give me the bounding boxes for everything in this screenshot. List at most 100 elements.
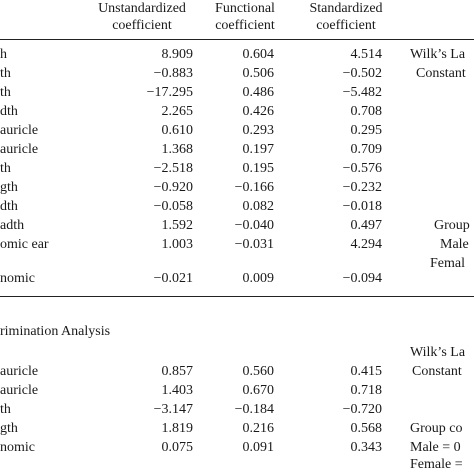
- side-female: Female =: [410, 457, 463, 472]
- unstandardized-value: −0.058: [153, 199, 193, 214]
- standardized-value: 0.343: [350, 440, 383, 455]
- standardized-value: 4.514: [350, 47, 383, 62]
- unstandardized-value: −2.518: [153, 161, 193, 176]
- table2-row: auricle 0.857 0.560 0.415: [0, 362, 474, 381]
- standardized-value: 0.568: [350, 421, 383, 436]
- functional-value: −0.184: [234, 402, 274, 417]
- unstandardized-value: 0.610: [161, 123, 194, 138]
- standardized-value: −0.720: [342, 402, 382, 417]
- functional-value: −0.040: [234, 218, 274, 233]
- unstandardized-value: 0.857: [161, 364, 194, 379]
- standardized-value: 0.497: [350, 218, 383, 233]
- functional-value: 0.426: [242, 104, 275, 119]
- table2-row: nomic 0.075 0.091 0.343: [0, 438, 474, 457]
- unstandardized-value: −0.920: [153, 180, 193, 195]
- standardized-value: 0.415: [350, 364, 383, 379]
- unstandardized-value: −17.295: [146, 85, 193, 100]
- table1-row: th −2.518 0.195 −0.576: [0, 159, 474, 178]
- standardized-value: 0.708: [350, 104, 383, 119]
- row-label: gth: [0, 180, 18, 195]
- side-female: Femal: [430, 256, 465, 271]
- side-wilks-lambda: Wilk’s La: [410, 47, 466, 62]
- row-label: th: [0, 66, 11, 81]
- table1-row: dth 2.265 0.426 0.708: [0, 102, 474, 121]
- functional-value: 0.082: [242, 199, 275, 214]
- row-label: th: [0, 161, 11, 176]
- functional-value: 0.216: [242, 421, 275, 436]
- standardized-value: 4.294: [350, 237, 383, 252]
- header-unstandardized-line1: Unstandardized: [98, 1, 186, 16]
- table1-bottom-rule: [0, 296, 474, 297]
- table1-row: auricle 1.368 0.197 0.709: [0, 140, 474, 159]
- unstandardized-value: 1.003: [161, 237, 194, 252]
- standardized-value: −0.018: [342, 199, 382, 214]
- row-label: th: [0, 402, 11, 417]
- table2-row: auricle 1.403 0.670 0.718: [0, 381, 474, 400]
- functional-value: −0.166: [234, 180, 274, 195]
- header-standardized: Standardized coefficient: [290, 0, 402, 34]
- unstandardized-value: −3.147: [153, 402, 193, 417]
- header-functional-line2: coefficient: [215, 18, 275, 33]
- standardized-value: −0.094: [342, 271, 382, 286]
- row-label: dth: [0, 104, 18, 119]
- functional-value: 0.009: [242, 271, 275, 286]
- unstandardized-value: 1.368: [161, 142, 194, 157]
- header-unstandardized-line2: coefficient: [112, 18, 172, 33]
- functional-value: 0.560: [242, 364, 275, 379]
- functional-value: 0.670: [242, 383, 275, 398]
- standardized-value: −0.502: [342, 66, 382, 81]
- table1-row: h 8.909 0.604 4.514: [0, 45, 474, 64]
- header-functional: Functional coefficient: [200, 0, 290, 34]
- row-label: auricle: [0, 142, 39, 157]
- unstandardized-value: 0.075: [161, 440, 194, 455]
- row-label: nomic: [0, 440, 35, 455]
- side-male: Male: [440, 237, 469, 252]
- unstandardized-value: −0.021: [153, 271, 193, 286]
- table1-row: gth −0.920 −0.166 −0.232: [0, 178, 474, 197]
- unstandardized-value: 1.403: [161, 383, 194, 398]
- header-functional-line1: Functional: [215, 1, 275, 16]
- table2-row: th −3.147 −0.184 −0.720: [0, 400, 474, 419]
- functional-value: 0.486: [242, 85, 275, 100]
- table1-row: auricle 0.610 0.293 0.295: [0, 121, 474, 140]
- row-label: omic ear: [0, 237, 49, 252]
- side-constant: Constant: [416, 66, 466, 81]
- unstandardized-value: 2.265: [161, 104, 194, 119]
- row-label: h: [0, 47, 7, 62]
- functional-value: 0.195: [242, 161, 275, 176]
- header-rule: [0, 39, 474, 40]
- standardized-value: 0.718: [350, 383, 383, 398]
- table1-row: th −0.883 0.506 −0.502: [0, 64, 474, 83]
- section-title: rimination Analysis: [0, 324, 111, 339]
- functional-value: 0.091: [242, 440, 275, 455]
- functional-value: 0.197: [242, 142, 275, 157]
- functional-value: −0.031: [234, 237, 274, 252]
- side-group: Group: [434, 218, 470, 233]
- side-male: Male = 0: [410, 440, 461, 455]
- header-standardized-line1: Standardized: [309, 1, 383, 16]
- side-wilks-lambda: Wilk’s La: [410, 345, 466, 360]
- table1-row: adth 1.592 −0.040 0.497: [0, 216, 474, 235]
- header-unstandardized: Unstandardized coefficient: [82, 0, 202, 34]
- functional-value: 0.604: [242, 47, 275, 62]
- row-label: gth: [0, 421, 18, 436]
- row-label: adth: [0, 218, 25, 233]
- functional-value: 0.506: [242, 66, 275, 81]
- functional-value: 0.293: [242, 123, 275, 138]
- standardized-value: −5.482: [342, 85, 382, 100]
- unstandardized-value: 1.592: [161, 218, 194, 233]
- side-group-coding: Group co: [410, 421, 463, 436]
- standardized-value: −0.232: [342, 180, 382, 195]
- unstandardized-value: −0.883: [153, 66, 193, 81]
- row-label: nomic: [0, 271, 35, 286]
- table2-row: gth 1.819 0.216 0.568: [0, 419, 474, 438]
- unstandardized-value: 8.909: [161, 47, 194, 62]
- standardized-value: 0.709: [350, 142, 383, 157]
- row-label: auricle: [0, 364, 39, 379]
- table1-row: dth −0.058 0.082 −0.018: [0, 197, 474, 216]
- row-label: auricle: [0, 383, 39, 398]
- standardized-value: 0.295: [350, 123, 383, 138]
- table1-row: omic ear 1.003 −0.031 4.294: [0, 235, 474, 254]
- side-constant: Constant: [412, 364, 462, 379]
- row-label: auricle: [0, 123, 39, 138]
